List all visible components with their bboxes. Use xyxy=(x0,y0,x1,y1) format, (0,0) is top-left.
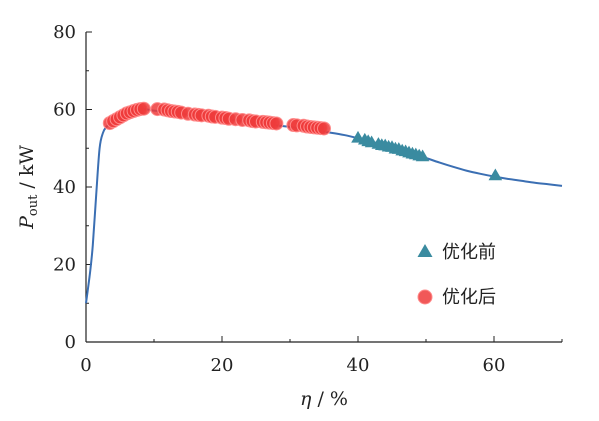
y-tick-label: 20 xyxy=(53,255,76,276)
legend: 优化前 优化后 xyxy=(417,242,496,308)
before-point xyxy=(488,168,503,181)
legend-label-before: 优化前 xyxy=(442,242,496,263)
x-tick-label: 0 xyxy=(80,355,91,376)
tick-labels: 0 20 40 60 80 0 20 40 60 xyxy=(53,22,505,376)
legend-marker-before xyxy=(417,244,433,257)
y-axis-label: Pout / kW xyxy=(16,145,41,230)
series-after-points xyxy=(102,101,331,136)
x-tick-label: 60 xyxy=(483,355,506,376)
legend-marker-after xyxy=(417,289,433,305)
y-tick-label: 0 xyxy=(65,332,76,353)
after-point xyxy=(136,101,151,116)
after-point xyxy=(317,121,331,136)
x-tick-label: 20 xyxy=(211,355,234,376)
axis-ticks xyxy=(85,31,563,343)
y-tick-label: 80 xyxy=(53,22,76,43)
y-tick-label: 60 xyxy=(53,100,76,121)
fit-curve xyxy=(85,108,563,304)
x-axis-label: η / % xyxy=(300,388,348,410)
before-point xyxy=(415,149,430,162)
series-before-points xyxy=(351,130,503,181)
legend-label-after: 优化后 xyxy=(442,287,496,308)
x-tick-label: 40 xyxy=(347,355,370,376)
y-tick-label: 40 xyxy=(53,177,76,198)
after-point xyxy=(269,116,284,131)
